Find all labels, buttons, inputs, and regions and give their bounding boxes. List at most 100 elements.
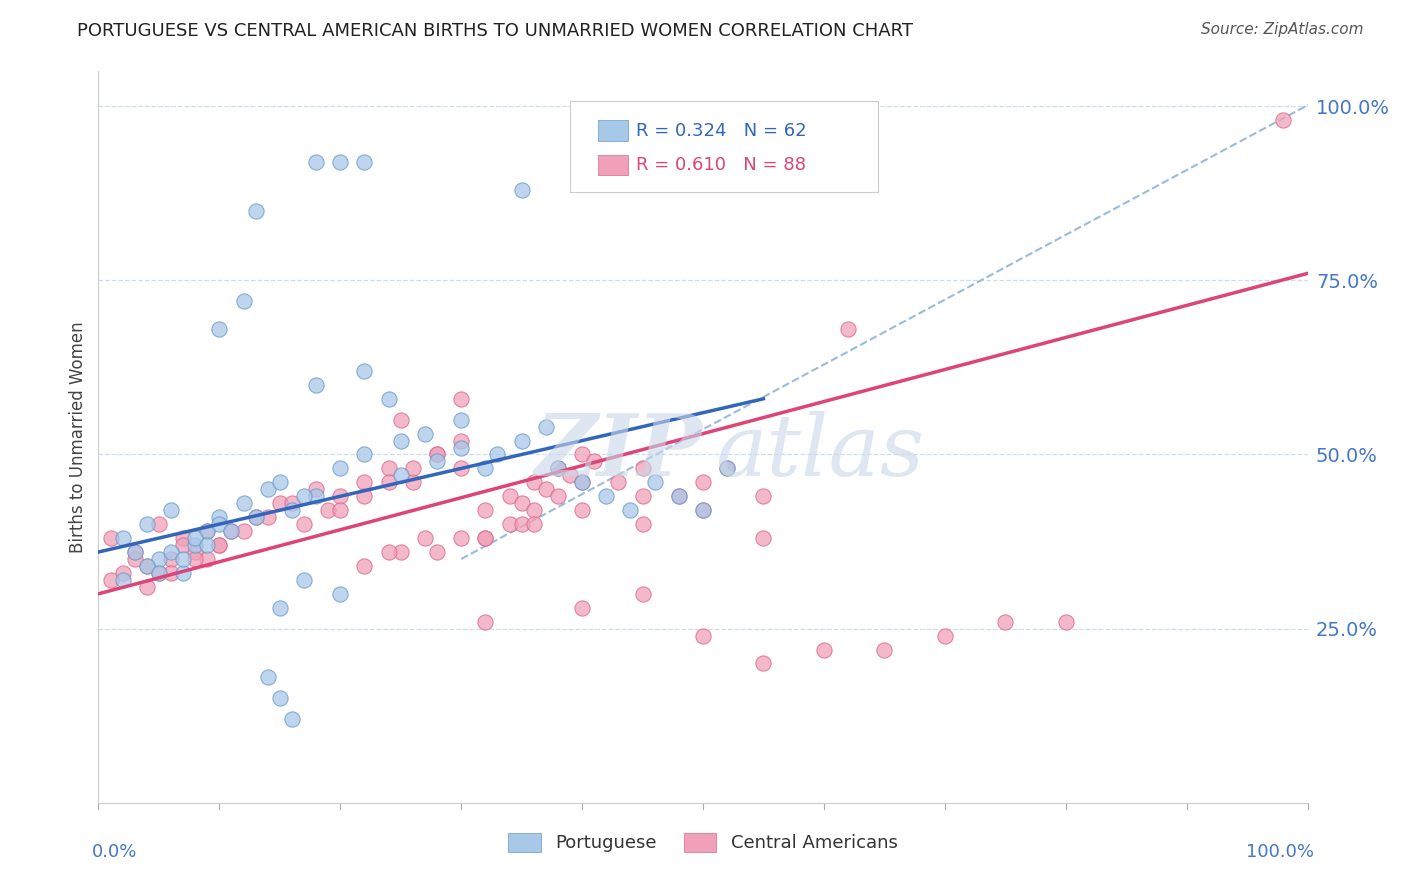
Point <box>281 503 304 517</box>
Point <box>329 587 352 601</box>
Point <box>426 448 449 462</box>
Point <box>571 475 593 490</box>
Point <box>389 468 412 483</box>
Point <box>353 475 375 490</box>
Point <box>752 531 775 545</box>
Point <box>474 531 496 545</box>
Point <box>148 552 170 566</box>
Point <box>631 517 654 532</box>
Point <box>353 558 375 573</box>
Point <box>208 517 231 532</box>
Point <box>1054 615 1077 629</box>
Point <box>184 552 207 566</box>
Point <box>994 615 1017 629</box>
Point <box>450 392 472 406</box>
Point <box>571 503 593 517</box>
Point <box>353 489 375 503</box>
Point <box>873 642 896 657</box>
Point <box>377 545 399 559</box>
Point <box>172 531 194 545</box>
Point <box>631 461 654 475</box>
Point <box>195 524 218 538</box>
Point <box>208 538 231 552</box>
Point <box>305 489 328 503</box>
Point <box>837 322 859 336</box>
Point <box>474 531 496 545</box>
Point <box>631 587 654 601</box>
Point <box>221 524 243 538</box>
Point <box>668 489 690 503</box>
Point <box>329 461 352 475</box>
Point <box>135 558 157 573</box>
Point <box>100 531 122 545</box>
Point <box>221 524 243 538</box>
Point <box>111 531 134 545</box>
Point <box>305 483 328 497</box>
Point <box>160 545 183 559</box>
Point <box>377 392 399 406</box>
Point <box>498 517 520 532</box>
Point <box>619 503 641 517</box>
Point <box>208 322 231 336</box>
Point <box>292 489 315 503</box>
Point <box>450 441 472 455</box>
Y-axis label: Births to Unmarried Women: Births to Unmarried Women <box>69 321 87 553</box>
Point <box>389 434 412 448</box>
Point <box>450 434 472 448</box>
Point <box>184 538 207 552</box>
Point <box>426 545 449 559</box>
Point <box>184 545 207 559</box>
Point <box>135 558 157 573</box>
Point <box>426 448 449 462</box>
Point <box>124 552 146 566</box>
Point <box>510 183 533 197</box>
Point <box>450 531 472 545</box>
Point <box>716 461 738 475</box>
Point <box>353 364 375 378</box>
Point <box>547 461 569 475</box>
Point <box>232 524 254 538</box>
Point <box>316 503 339 517</box>
Point <box>329 503 352 517</box>
Point <box>668 489 690 503</box>
Point <box>692 629 714 643</box>
Point <box>547 461 569 475</box>
Point <box>245 203 267 218</box>
Text: R = 0.324   N = 62: R = 0.324 N = 62 <box>637 121 807 140</box>
Point <box>450 412 472 426</box>
Point <box>256 510 278 524</box>
Text: 100.0%: 100.0% <box>1246 843 1313 861</box>
Text: Source: ZipAtlas.com: Source: ZipAtlas.com <box>1201 22 1364 37</box>
Point <box>571 169 593 183</box>
Point <box>245 510 267 524</box>
Point <box>644 475 666 490</box>
Point <box>413 531 436 545</box>
Text: PORTUGUESE VS CENTRAL AMERICAN BIRTHS TO UNMARRIED WOMEN CORRELATION CHART: PORTUGUESE VS CENTRAL AMERICAN BIRTHS TO… <box>77 22 914 40</box>
Text: atlas: atlas <box>716 410 924 493</box>
Point <box>534 419 557 434</box>
Point <box>474 461 496 475</box>
Point <box>547 489 569 503</box>
Point <box>571 475 593 490</box>
Point <box>245 510 267 524</box>
Point <box>148 517 170 532</box>
Point <box>172 552 194 566</box>
Point <box>571 448 593 462</box>
Point <box>269 691 291 706</box>
Point <box>148 566 170 580</box>
FancyBboxPatch shape <box>569 101 879 192</box>
Point <box>510 434 533 448</box>
Point <box>305 155 328 169</box>
Point <box>292 517 315 532</box>
Text: 0.0%: 0.0% <box>93 843 138 861</box>
Point <box>474 615 496 629</box>
Point <box>498 489 520 503</box>
Point <box>292 573 315 587</box>
Point <box>752 657 775 671</box>
Point <box>111 573 134 587</box>
Point <box>523 475 546 490</box>
Point <box>124 545 146 559</box>
FancyBboxPatch shape <box>598 120 628 141</box>
Point <box>329 155 352 169</box>
Point <box>389 412 412 426</box>
